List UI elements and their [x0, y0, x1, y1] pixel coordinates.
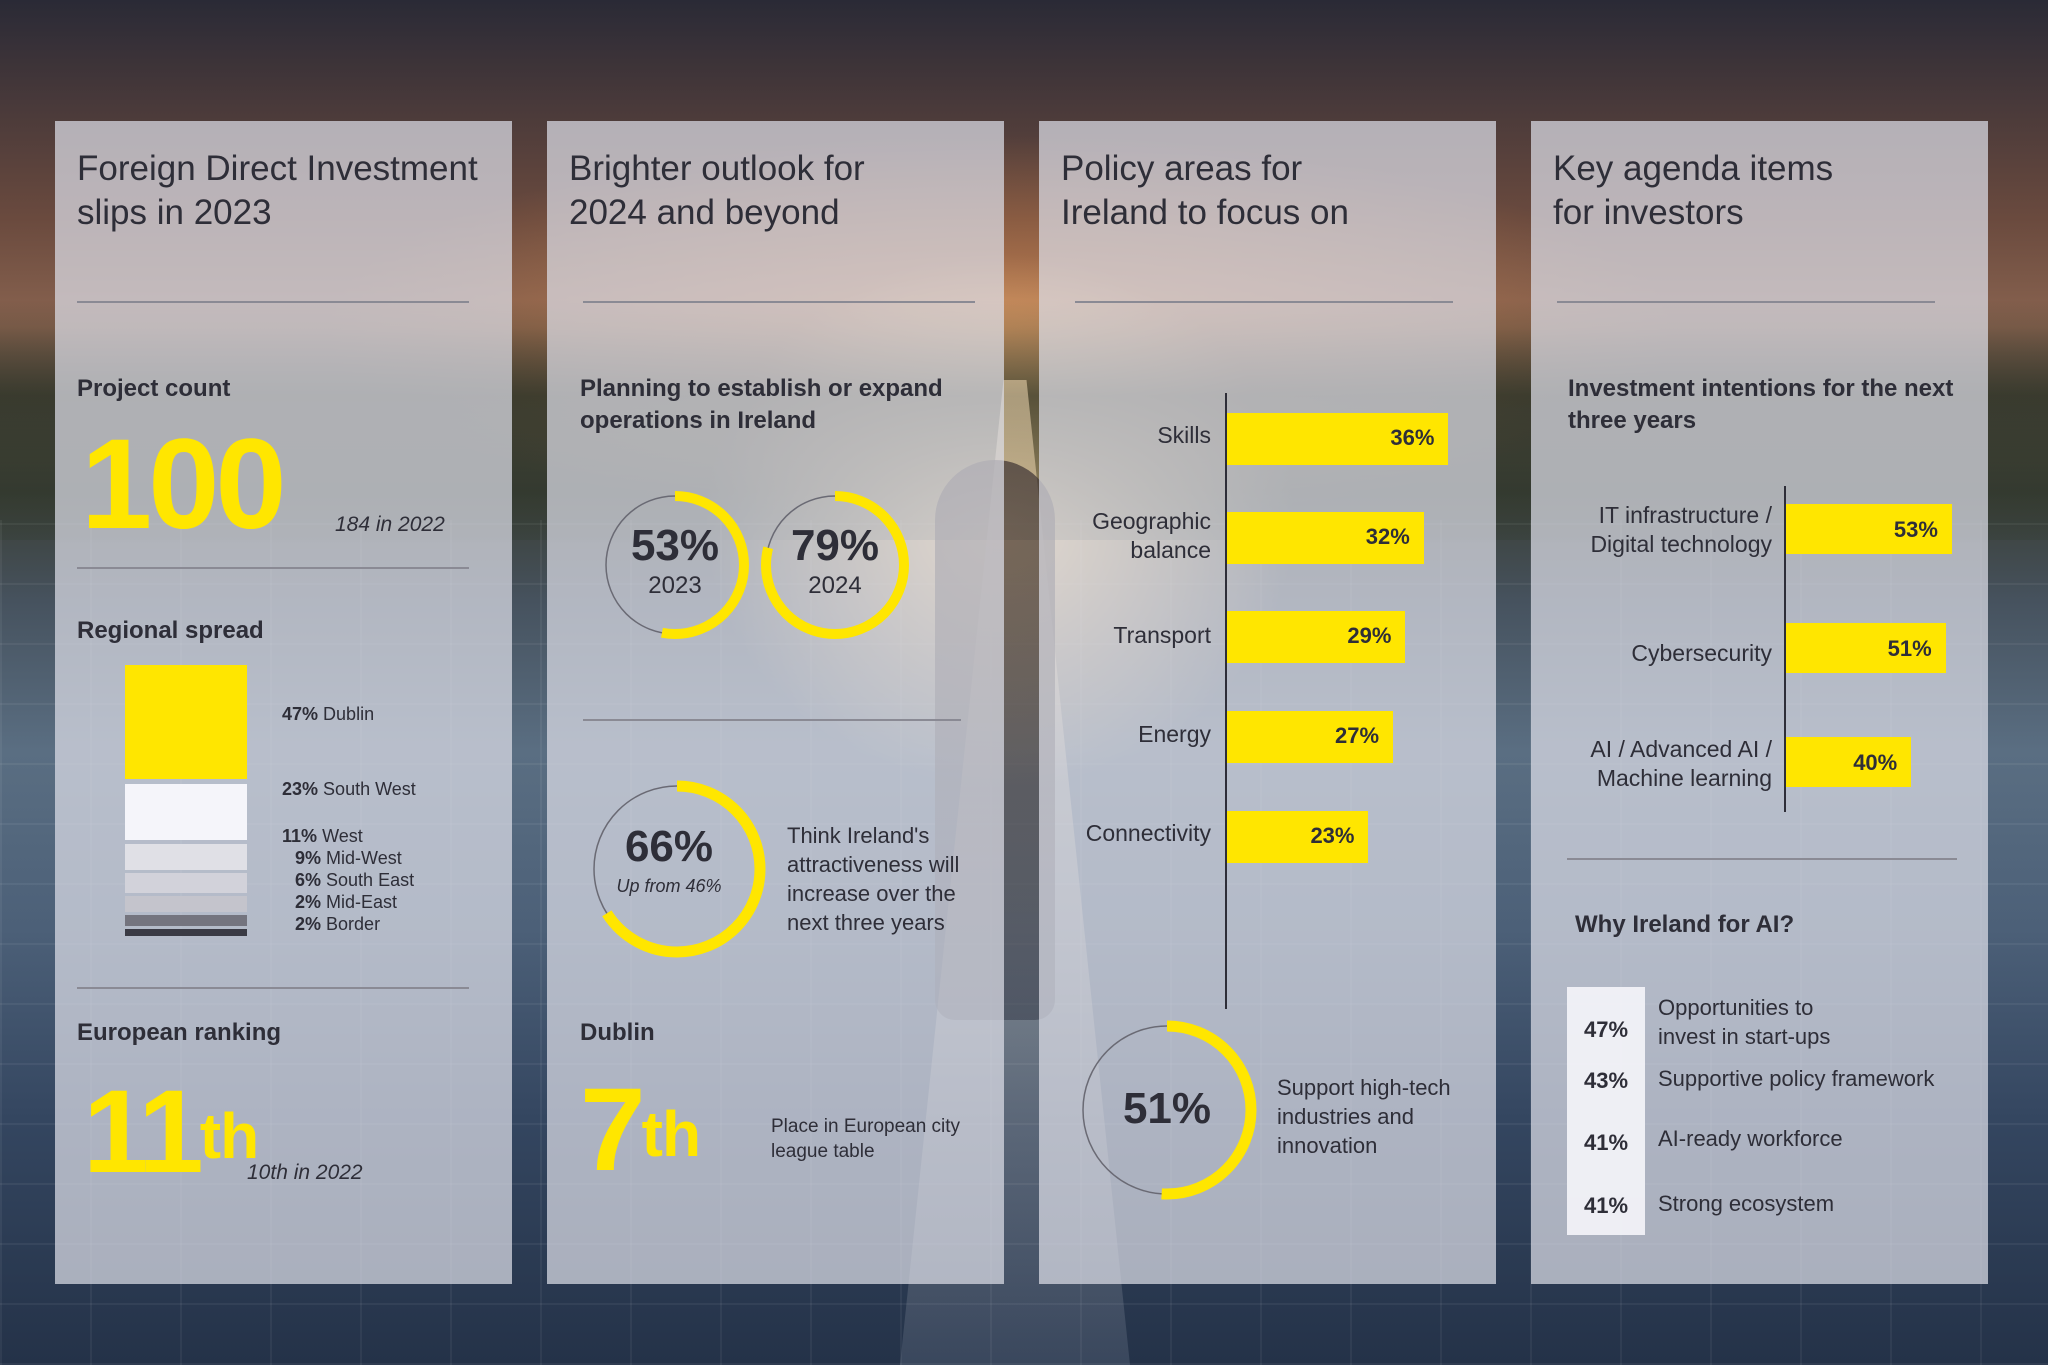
divider [1557, 301, 1935, 303]
why-text: Supportive policy framework [1658, 1066, 1935, 1091]
policy-label-skills: Skills [1157, 422, 1211, 448]
policy-bar-geographic-balance [1227, 512, 1424, 564]
region-block-mid-west [125, 873, 247, 893]
panel-fdi: Foreign Direct Investment slips in 2023 … [55, 121, 512, 1284]
high-tech-text: Support high-tech industries and innovat… [1277, 1075, 1451, 1158]
policy-label-transport: Transport [1113, 622, 1211, 648]
intent-bar-cybersecurity [1786, 623, 1946, 673]
why-ireland-percent-column [1567, 987, 1645, 1235]
why-ireland-label: Why Ireland for AI? [1575, 911, 1795, 938]
policy-value-skills: 36% [1390, 425, 1435, 450]
european-ranking-note: 10th in 2022 [247, 1161, 363, 1184]
attractiveness-text: Think Ireland's attractiveness will incr… [787, 823, 960, 935]
policy-label-energy: Energy [1138, 721, 1211, 747]
region-label-dublin: 47% Dublin [282, 704, 375, 724]
region-label-west: 11% West [282, 826, 363, 846]
why-pct: 47% [1583, 1017, 1629, 1042]
policy-value-transport: 29% [1347, 623, 1392, 648]
why-text: AI-ready workforce [1658, 1126, 1843, 1151]
intent-axis [1784, 486, 1786, 812]
region-label-mid-west: 9% Mid-West [295, 848, 402, 868]
donut-arc [761, 491, 909, 639]
donut-2023 [601, 491, 749, 639]
intent-bar-it [1786, 504, 1952, 554]
region-block-south-west [125, 784, 247, 840]
panel-title: Brighter outlook for 2024 and beyond [569, 149, 865, 232]
panel-title: Policy areas for Ireland to focus on [1061, 149, 1349, 232]
panel-agenda: Key agenda items for investors Investmen… [1531, 121, 1988, 1284]
divider [583, 301, 975, 303]
intent-value-ai: 40% [1853, 750, 1898, 775]
panel-title: Key agenda items for investors [1553, 149, 1834, 232]
intent-label-cybersecurity: Cybersecurity [1631, 640, 1772, 666]
donut-high-tech-label: 51% [1122, 1084, 1212, 1133]
regional-spread-label: Regional spread [77, 617, 264, 644]
divider [77, 567, 469, 569]
divider [1075, 301, 1453, 303]
donut-attractiveness-label: 66% Up from 46% [616, 822, 722, 896]
region-block-south-east [125, 896, 247, 912]
panel-title: Foreign Direct Investment slips in 2023 [77, 149, 478, 232]
intent-label-it: IT infrastructure / Digital technology [1590, 502, 1772, 557]
region-block-dublin [125, 665, 247, 779]
region-label-border: 2% Border [295, 914, 381, 934]
donut-attractiveness [588, 780, 766, 958]
policy-label-geographic-balance: Geographic balance [1092, 508, 1211, 563]
donut-2023-label: 53% 2023 [630, 521, 720, 599]
policy-axis [1225, 393, 1227, 1009]
donut-arc [588, 780, 766, 958]
region-label-south-west: 23% South West [282, 779, 416, 799]
policy-bar-skills [1227, 413, 1449, 465]
why-pct: 43% [1583, 1068, 1629, 1093]
intent-label-ai: AI / Advanced AI / Machine learning [1590, 736, 1772, 791]
divider [1567, 858, 1957, 860]
dublin-note: Place in European city league table [771, 1116, 961, 1162]
donut-arc [1077, 1020, 1257, 1200]
panel-policy: Policy areas for Ireland to focus on Ski… [1039, 121, 1496, 1284]
policy-value-geographic-balance: 32% [1365, 524, 1410, 549]
intent-value-it: 53% [1893, 517, 1938, 542]
panel-outlook: Brighter outlook for 2024 and beyond Pla… [547, 121, 1004, 1284]
european-ranking-value: 11th [83, 1066, 259, 1198]
why-text: Opportunities to invest in start-ups [1658, 995, 1831, 1049]
project-count-value: 100 [81, 413, 287, 556]
region-block-west [125, 844, 247, 870]
divider [77, 301, 469, 303]
project-count-label: Project count [77, 375, 231, 402]
region-label-south-east: 6% South East [295, 870, 415, 890]
donut-2024-label: 79% 2024 [790, 521, 880, 599]
dublin-rank-value: 7th [580, 1064, 701, 1196]
donut-2024 [761, 491, 909, 639]
region-label-mid-east: 2% Mid-East [295, 892, 398, 912]
region-block-mid-east [125, 915, 247, 926]
policy-bar-energy [1227, 711, 1394, 763]
intent-bar-ai [1786, 737, 1912, 787]
why-pct: 41% [1583, 1193, 1629, 1218]
policy-value-energy: 27% [1335, 723, 1380, 748]
policy-value-connectivity: 23% [1310, 823, 1355, 848]
policy-bar-transport [1227, 611, 1406, 663]
divider [77, 987, 469, 989]
project-count-note: 184 in 2022 [335, 513, 445, 536]
donut-arc [601, 491, 749, 639]
intent-value-cybersecurity: 51% [1887, 636, 1932, 661]
divider [583, 719, 961, 721]
region-block-border [125, 929, 247, 936]
policy-label-connectivity: Connectivity [1085, 820, 1211, 846]
why-text: Strong ecosystem [1658, 1191, 1835, 1216]
european-ranking-label: European ranking [77, 1019, 282, 1046]
policy-bar-connectivity [1227, 811, 1369, 863]
donut-high-tech [1077, 1020, 1257, 1200]
planning-label: Planning to establish or expand operatio… [580, 375, 943, 434]
dublin-label: Dublin [580, 1019, 655, 1046]
why-pct: 41% [1583, 1130, 1629, 1155]
investment-intentions-label: Investment intentions for the next three… [1568, 375, 1954, 434]
